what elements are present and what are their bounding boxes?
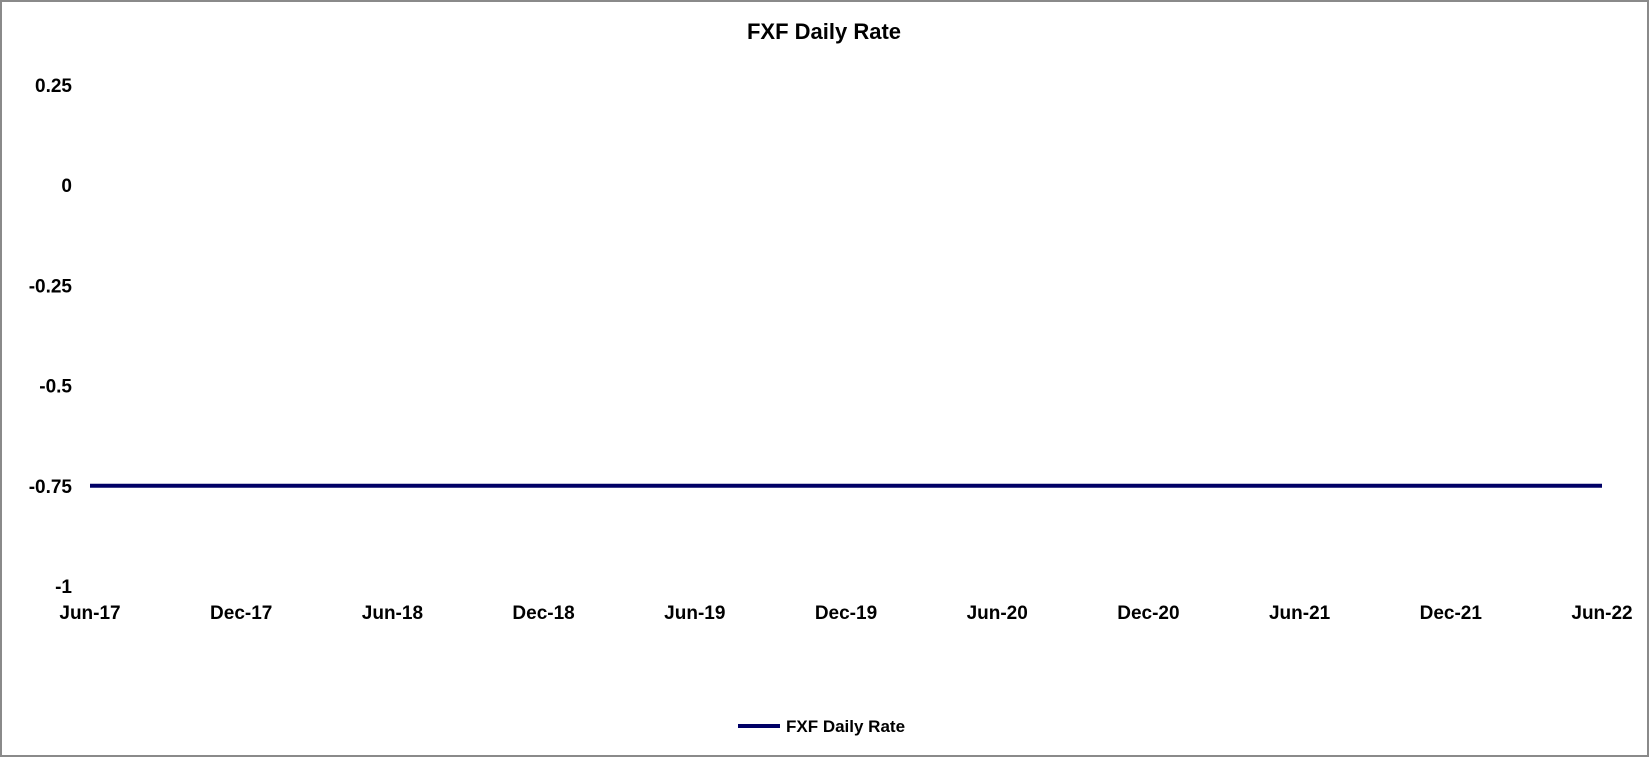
y-tick-label: 0 bbox=[61, 176, 72, 197]
x-tick-label: Dec-20 bbox=[1117, 603, 1179, 624]
y-tick-label: -0.25 bbox=[29, 276, 73, 297]
x-tick-label: Dec-17 bbox=[210, 603, 272, 624]
x-tick-label: Dec-18 bbox=[512, 603, 574, 624]
x-tick-label: Dec-19 bbox=[815, 603, 877, 624]
x-tick-label: Dec-21 bbox=[1420, 603, 1483, 624]
legend: FXF Daily Rate bbox=[738, 717, 905, 736]
x-tick-label: Jun-22 bbox=[1571, 603, 1632, 624]
y-tick-label: -1 bbox=[55, 577, 72, 598]
x-tick-label: Jun-18 bbox=[362, 603, 423, 624]
x-tick-label: Jun-21 bbox=[1269, 603, 1331, 624]
x-tick-label: Jun-17 bbox=[59, 603, 120, 624]
y-axis-ticks: 0.25 0 -0.25 -0.5 -0.75 -1 bbox=[29, 76, 73, 598]
x-axis-ticks: Jun-17 Dec-17 Jun-18 Dec-18 Jun-19 Dec-19 Jun-… bbox=[59, 603, 1632, 624]
legend-label: FXF Daily Rate bbox=[786, 717, 905, 736]
x-tick-label: Jun-20 bbox=[967, 603, 1028, 624]
y-tick-label: -0.75 bbox=[29, 477, 73, 498]
y-tick-label: -0.5 bbox=[39, 377, 72, 398]
y-tick-label: 0.25 bbox=[35, 76, 72, 97]
x-tick-label: Jun-19 bbox=[664, 603, 725, 624]
chart-title: FXF Daily Rate bbox=[747, 19, 901, 44]
